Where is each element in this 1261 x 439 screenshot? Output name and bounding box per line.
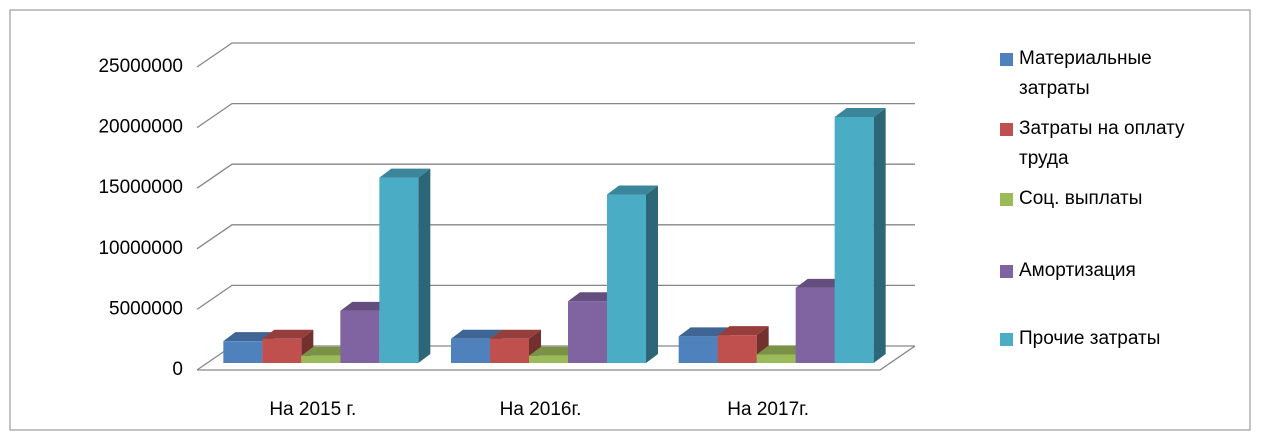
- legend-item: Соц. выплаты: [1000, 184, 1209, 214]
- bar-top: [529, 346, 580, 356]
- legend-swatch: [1000, 123, 1013, 136]
- legend-label: Прочие затраты: [1019, 328, 1161, 349]
- legend-item: Амортизация: [1000, 256, 1209, 286]
- x-tick-label: На 2017г.: [727, 399, 809, 420]
- bar-top: [223, 332, 275, 342]
- bar-side: [873, 107, 886, 364]
- bar-top: [451, 329, 502, 339]
- bar: [490, 338, 529, 363]
- bar: [568, 301, 607, 363]
- bar-side: [646, 185, 658, 363]
- bar: [301, 355, 341, 363]
- bar: [607, 194, 646, 363]
- grid-line: [196, 224, 915, 250]
- y-tick-label: 5000000: [109, 298, 183, 319]
- bar: [529, 355, 568, 363]
- legend-swatch: [1000, 265, 1013, 278]
- legend-swatch: [1000, 53, 1013, 66]
- legend-swatch: [1000, 333, 1013, 346]
- bar: [678, 336, 718, 363]
- legend-label: Амортизация: [1019, 260, 1136, 281]
- bar-top: [607, 185, 658, 195]
- x-tick-label: На 2016г.: [500, 399, 582, 420]
- bar: [262, 338, 302, 363]
- grid-line: [196, 42, 915, 68]
- y-tick-label: 25000000: [98, 56, 183, 77]
- legend-swatch: [1000, 193, 1013, 206]
- bar-top: [717, 326, 769, 336]
- bar-top: [262, 329, 314, 339]
- floor: [197, 345, 916, 371]
- bar-top: [795, 278, 847, 288]
- bar-top: [379, 168, 431, 178]
- bar: [340, 310, 380, 363]
- y-tick-label: 15000000: [98, 177, 183, 198]
- legend-item: Прочие затраты: [1000, 324, 1209, 354]
- y-tick-label: 20000000: [98, 117, 183, 138]
- grid-line: [196, 284, 915, 310]
- legend-item: Материальные затраты: [1000, 44, 1209, 104]
- bar-top: [568, 292, 619, 302]
- bar-top: [834, 107, 886, 117]
- grid-line: [196, 102, 915, 129]
- bar: [834, 116, 874, 364]
- x-tick-label: На 2015 г.: [269, 399, 356, 420]
- bar-side: [418, 168, 431, 363]
- legend-item: Затраты на оплату труда: [1000, 114, 1209, 174]
- legend-label: Затраты на оплату труда: [1019, 118, 1185, 169]
- bar-top: [490, 329, 541, 339]
- bar: [795, 287, 835, 363]
- bar-top: [301, 346, 353, 356]
- y-tick-label: 10000000: [98, 238, 183, 259]
- grid-line: [196, 163, 915, 189]
- bar: [717, 335, 757, 363]
- bar-top: [340, 301, 392, 311]
- bar-top: [678, 327, 730, 337]
- bar-top: [756, 345, 808, 355]
- bar: [756, 354, 796, 363]
- bar: [379, 177, 419, 363]
- y-tick-label: 0: [172, 359, 183, 380]
- legend-label: Материальные затраты: [1019, 48, 1152, 99]
- legend-label: Соц. выплаты: [1019, 188, 1143, 209]
- bar: [223, 341, 263, 363]
- bar: [451, 338, 490, 363]
